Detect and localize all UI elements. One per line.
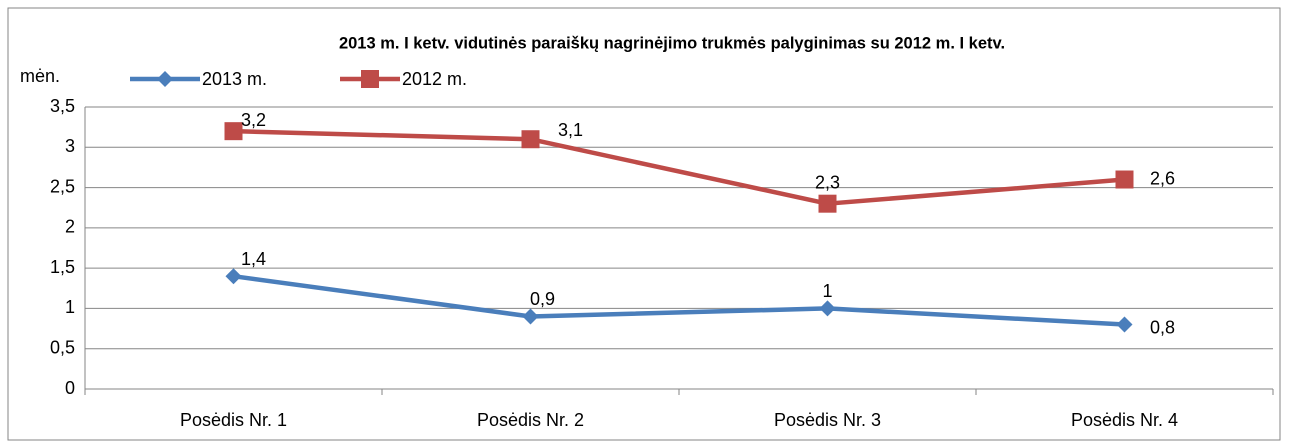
x-tick-label: Posėdis Nr. 2	[477, 410, 584, 430]
data-label: 0,8	[1150, 317, 1175, 337]
data-label: 3,1	[558, 120, 583, 140]
legend-label: 2012 m.	[402, 69, 467, 89]
marker	[225, 268, 242, 285]
data-label: 2,6	[1150, 168, 1175, 188]
data-label: 1,4	[241, 249, 266, 269]
marker	[818, 194, 837, 213]
marker	[522, 308, 539, 325]
marker	[1115, 170, 1134, 189]
data-label: 2,3	[815, 172, 840, 192]
x-tick-label: Posėdis Nr. 4	[1071, 410, 1178, 430]
y-tick-label: 0,5	[50, 337, 75, 357]
y-tick-label: 1	[65, 297, 75, 317]
marker	[224, 122, 243, 141]
chart-title: 2013 m. I ketv. vidutinės paraiškų nagri…	[339, 34, 1005, 52]
y-axis-label: mėn.	[20, 66, 60, 86]
marker	[1116, 316, 1133, 333]
marker	[819, 300, 836, 317]
marker	[157, 71, 173, 87]
data-label: 1	[822, 281, 832, 301]
series-line	[233, 273, 1125, 327]
legend-label: 2013 m.	[202, 69, 267, 89]
y-tick-label: 3,5	[50, 96, 75, 116]
y-tick-label: 1,5	[50, 257, 75, 277]
y-tick-label: 0	[65, 378, 75, 398]
x-tick-label: Posėdis Nr. 1	[180, 410, 287, 430]
y-tick-label: 2,5	[50, 176, 75, 196]
y-tick-label: 2	[65, 217, 75, 237]
chart-frame	[7, 7, 1281, 441]
marker	[521, 130, 540, 149]
marker	[361, 70, 379, 88]
y-tick-label: 3	[65, 136, 75, 156]
data-label: 0,9	[530, 289, 555, 309]
data-label: 3,2	[241, 110, 266, 130]
x-tick-label: Posėdis Nr. 3	[774, 410, 881, 430]
series-line	[233, 128, 1125, 206]
